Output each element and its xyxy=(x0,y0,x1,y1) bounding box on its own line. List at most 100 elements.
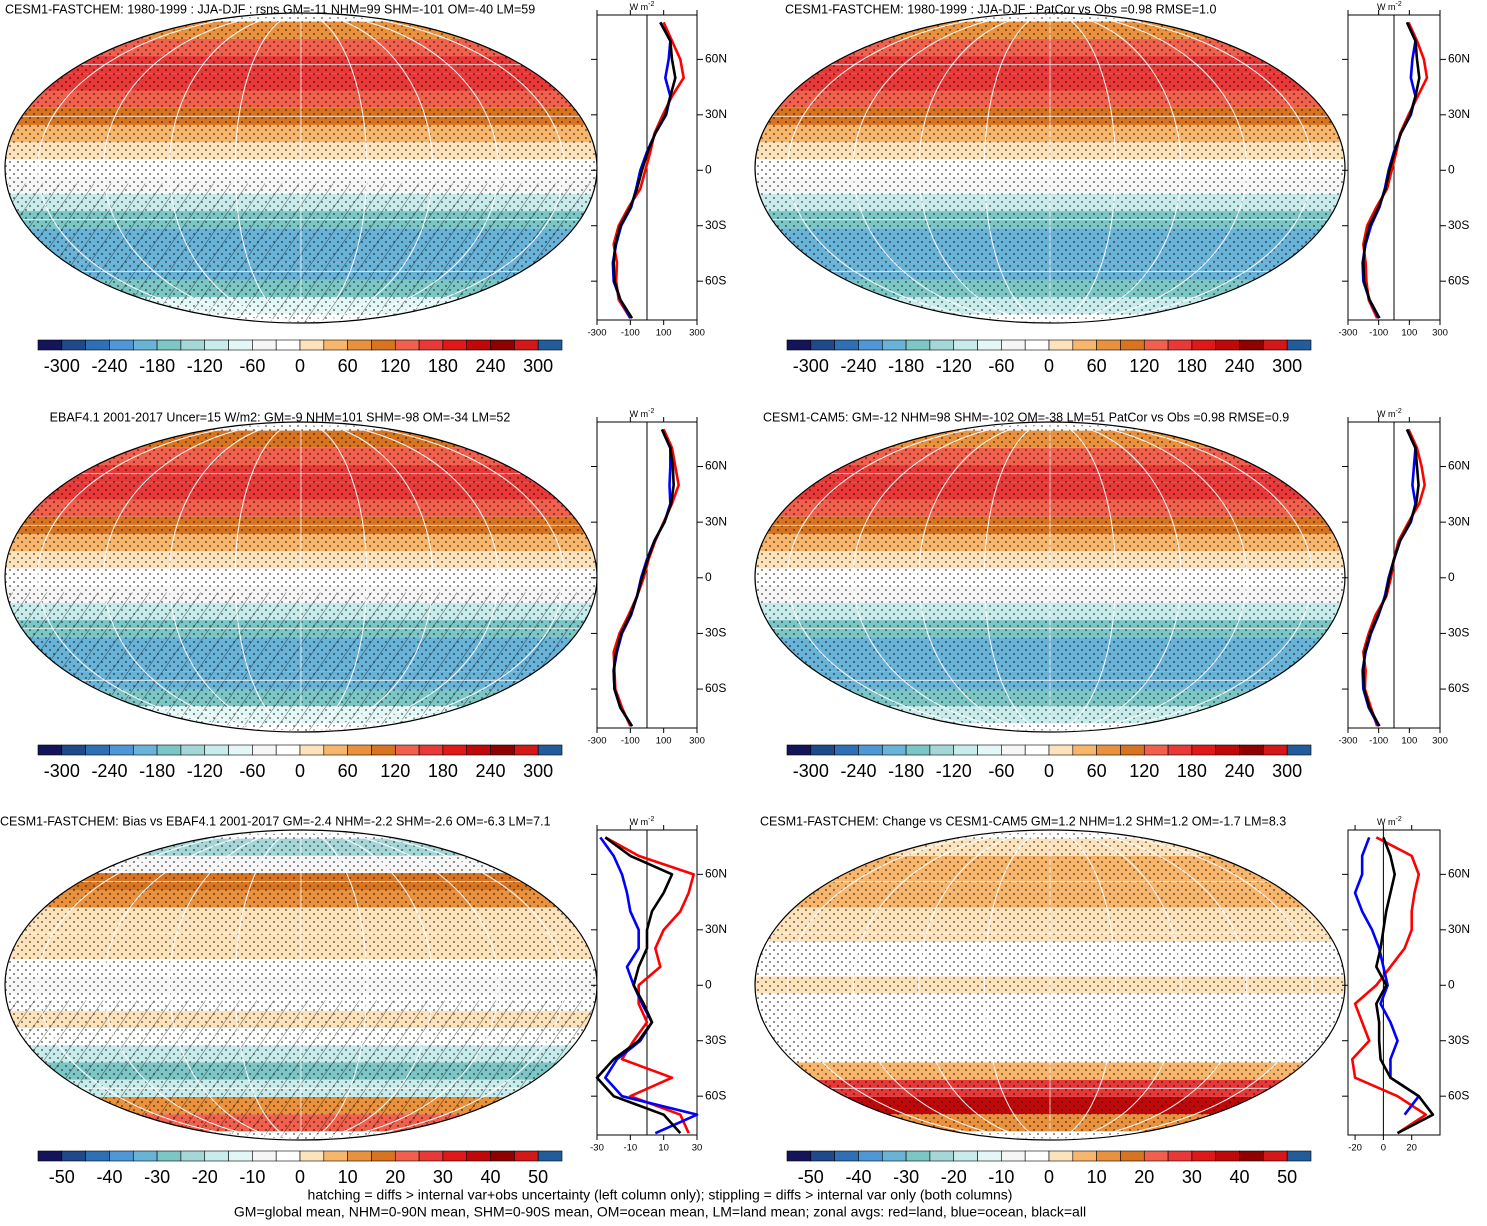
colorbar-label: 300 xyxy=(1272,356,1302,376)
colorbar-label: 20 xyxy=(385,1167,405,1187)
y-tick-label: 60S xyxy=(705,273,726,287)
colorbar-box xyxy=(858,1151,882,1161)
colorbar-box xyxy=(157,1151,181,1161)
zonal-line xyxy=(605,837,693,1133)
colorbar-box xyxy=(252,340,276,350)
colorbar-label: -30 xyxy=(144,1167,170,1187)
colorbar-box xyxy=(978,1151,1002,1161)
units: W m xyxy=(630,2,649,12)
colorbar-box xyxy=(38,745,62,755)
colorbar-box xyxy=(858,745,882,755)
colorbar-box xyxy=(109,1151,133,1161)
colorbar-box xyxy=(109,745,133,755)
y-tick-label: 60N xyxy=(1448,867,1470,881)
colorbar-box xyxy=(38,340,62,350)
colorbar-box xyxy=(300,745,324,755)
y-tick-label: 60N xyxy=(705,459,727,473)
colorbar-box xyxy=(62,340,86,350)
colorbar-label: 0 xyxy=(1044,761,1054,781)
x-tick-label: -100 xyxy=(1369,736,1388,747)
colorbar-label: -240 xyxy=(91,356,127,376)
colorbar-label: 60 xyxy=(338,356,358,376)
colorbar-box xyxy=(954,1151,978,1161)
colorbar-box xyxy=(62,745,86,755)
map xyxy=(755,13,1345,323)
colorbar-label: 0 xyxy=(1044,356,1054,376)
units: W m xyxy=(630,817,649,827)
y-tick-label: 30S xyxy=(1448,1033,1469,1047)
colorbar-box xyxy=(348,340,372,350)
colorbar-label: 180 xyxy=(428,356,458,376)
x-tick-label: 300 xyxy=(689,736,705,747)
colorbar-box xyxy=(1263,1151,1287,1161)
colorbar-box xyxy=(1073,1151,1097,1161)
colorbar-box xyxy=(1025,1151,1049,1161)
colorbar-box xyxy=(300,1151,324,1161)
colorbar-box xyxy=(787,340,811,350)
panel-title: CESM1-FASTCHEM: Change vs CESM1-CAM5 GM=… xyxy=(760,814,1286,828)
colorbar-box xyxy=(395,745,419,755)
colorbar-label: -60 xyxy=(988,356,1014,376)
colorbar-box xyxy=(1001,745,1025,755)
colorbar-box xyxy=(514,745,538,755)
colorbar-box xyxy=(419,745,443,755)
y-tick-label: 60S xyxy=(1448,681,1469,695)
x-tick-label: 20 xyxy=(1406,1143,1417,1154)
colorbar-box xyxy=(930,1151,954,1161)
colorbar-box xyxy=(157,745,181,755)
colorbar-box xyxy=(514,340,538,350)
colorbar-label: 50 xyxy=(1277,1167,1297,1187)
x-tick-label: -300 xyxy=(587,736,606,747)
units-sup: -2 xyxy=(1396,408,1402,415)
y-tick-label: 0 xyxy=(705,977,712,991)
colorbar-label: -300 xyxy=(44,761,80,781)
colorbar-label: -60 xyxy=(988,761,1014,781)
colorbar-box xyxy=(906,1151,930,1161)
colorbar-label: 240 xyxy=(476,761,506,781)
colorbar-box xyxy=(371,340,395,350)
x-tick-label: 30 xyxy=(692,1143,703,1154)
colorbar-label: -180 xyxy=(888,356,924,376)
y-tick-label: 60N xyxy=(1448,459,1470,473)
x-tick-label: -100 xyxy=(1369,328,1388,339)
colorbar-box xyxy=(300,340,324,350)
colorbar-label: -180 xyxy=(888,761,924,781)
colorbar-label: 300 xyxy=(1272,761,1302,781)
y-tick-label: 60S xyxy=(1448,273,1469,287)
colorbar-box xyxy=(1216,340,1240,350)
colorbar-box xyxy=(1263,340,1287,350)
colorbar-label: 180 xyxy=(1177,761,1207,781)
y-tick-label: 30S xyxy=(1448,626,1469,640)
colorbar-label: 50 xyxy=(528,1167,548,1187)
colorbar-box xyxy=(1240,1151,1264,1161)
colorbar-box xyxy=(1168,1151,1192,1161)
colorbar-label: -120 xyxy=(187,761,223,781)
colorbar-label: 40 xyxy=(1230,1167,1250,1187)
colorbar-box xyxy=(229,745,253,755)
zonal-line xyxy=(1352,837,1426,1133)
colorbar-label: -40 xyxy=(96,1167,122,1187)
colorbar-box xyxy=(324,340,348,350)
colorbar-box xyxy=(1097,745,1121,755)
colorbar-box xyxy=(181,1151,205,1161)
colorbar-label: -30 xyxy=(893,1167,919,1187)
units-label: W m-2 xyxy=(1377,1,1402,13)
colorbar-box xyxy=(205,340,229,350)
footer-line: GM=global mean, NHM=0-90N mean, SHM=0-90… xyxy=(234,1204,1086,1220)
colorbar-box xyxy=(906,340,930,350)
colorbar-box xyxy=(954,745,978,755)
units: W m xyxy=(1377,409,1396,419)
map xyxy=(755,422,1345,732)
units-sup: -2 xyxy=(1396,816,1402,823)
colorbar-label: -180 xyxy=(139,356,175,376)
colorbar-box xyxy=(419,1151,443,1161)
colorbar-box xyxy=(324,1151,348,1161)
colorbar-box xyxy=(491,1151,515,1161)
colorbar-box xyxy=(443,340,467,350)
colorbar-box xyxy=(133,340,157,350)
y-tick-label: 60N xyxy=(1448,52,1470,66)
colorbar-box xyxy=(1073,745,1097,755)
colorbar-box xyxy=(1263,745,1287,755)
colorbar-box xyxy=(1025,745,1049,755)
colorbar-label: 60 xyxy=(338,761,358,781)
